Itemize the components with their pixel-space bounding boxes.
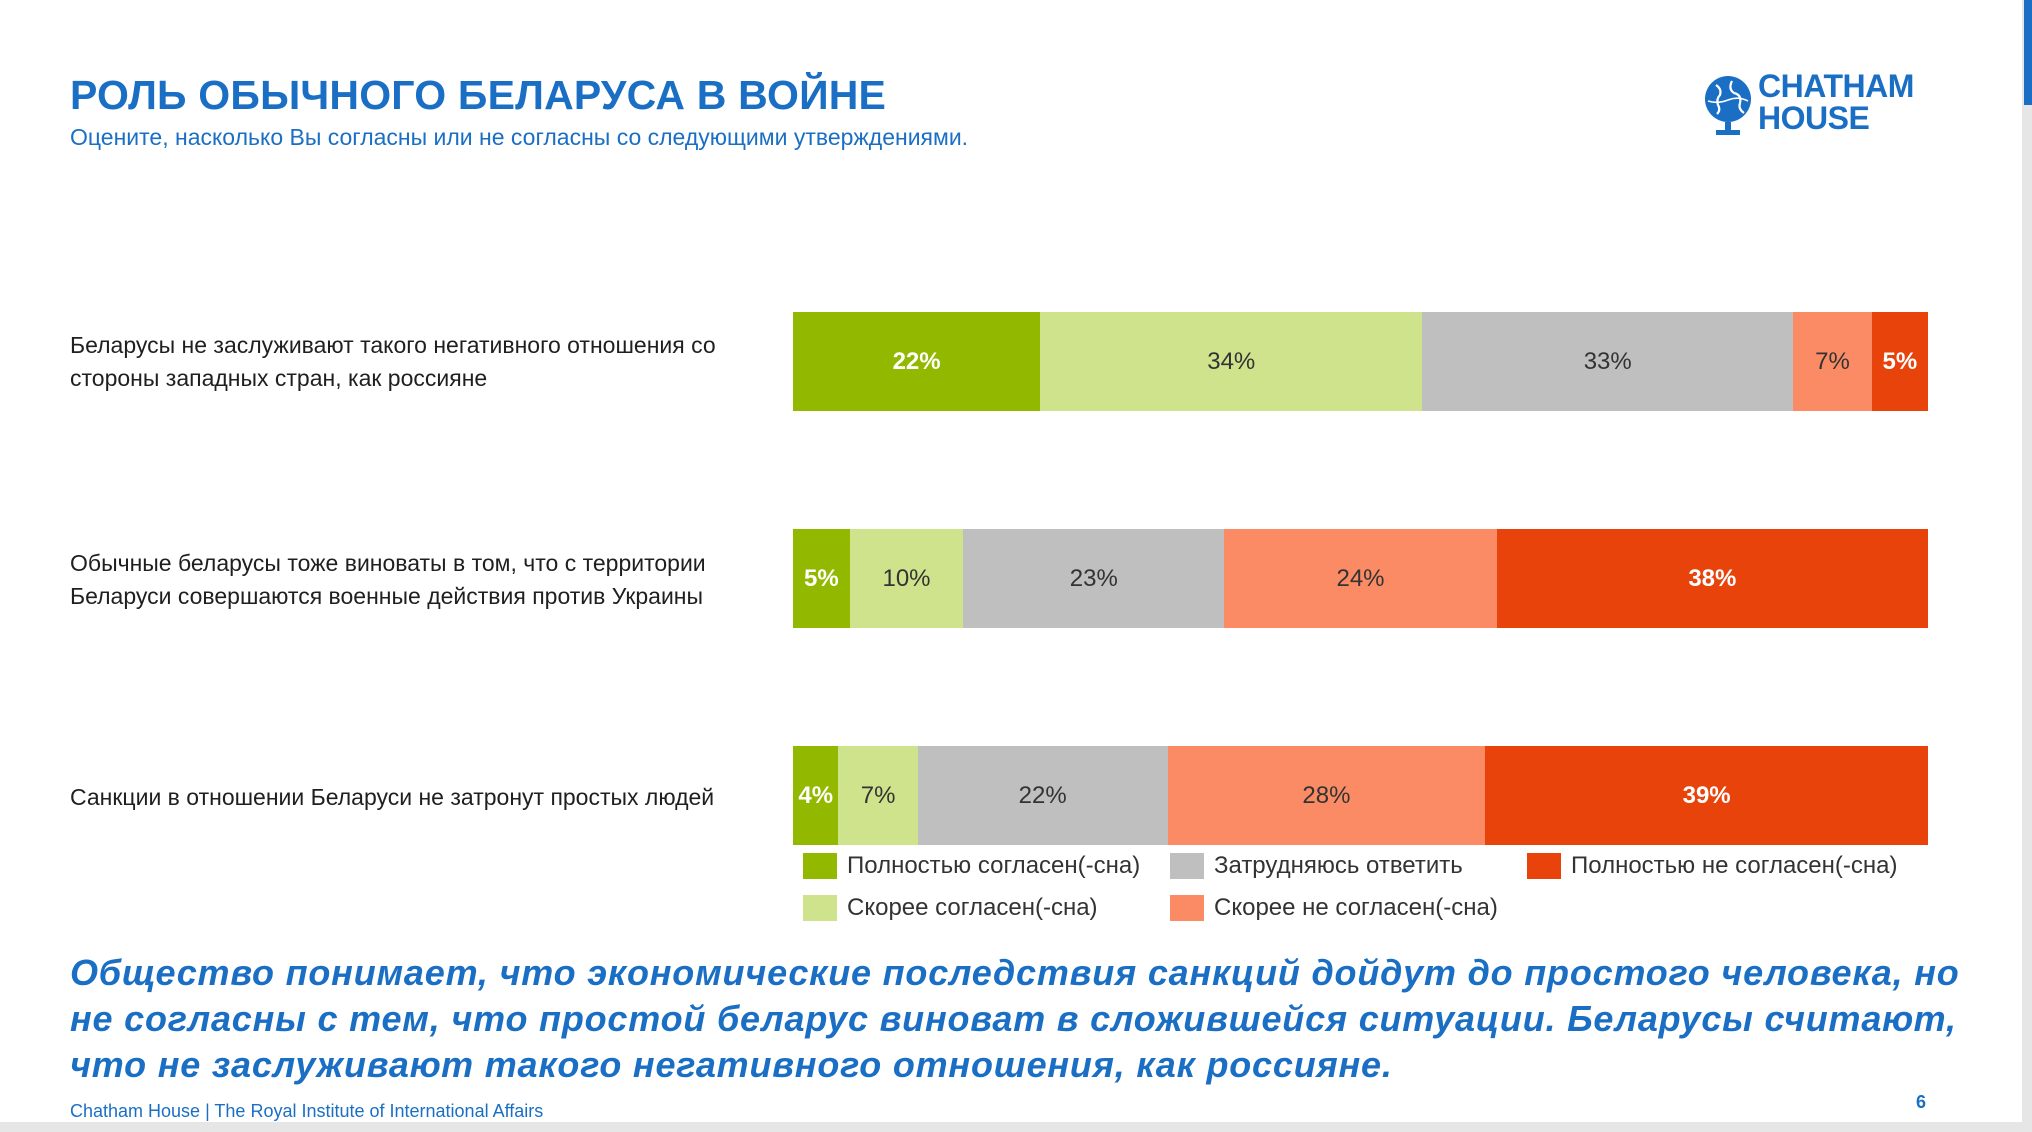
bar-segment-row1-series5: 5% (1871, 312, 1928, 411)
scrollbar-thumb (2024, 0, 2032, 105)
bar-segment-row3-series3: 22% (917, 746, 1168, 845)
bar-segment-row2-series4: 24% (1224, 529, 1497, 628)
data-label: 22% (892, 347, 941, 375)
category-label-1: Беларусы не заслуживают такого негативно… (70, 332, 716, 391)
legend-swatch (803, 895, 837, 921)
data-label: 10% (882, 564, 931, 592)
chatham-house-logo: CHATHAM HOUSE (1702, 70, 1932, 142)
page-title: РОЛЬ ОБЫЧНОГО БЕЛАРУСА В ВОЙНЕ (70, 72, 887, 118)
category-label-3: Санкции в отношении Беларуси не затронут… (70, 784, 715, 810)
legend-item-hard-to-say: Затрудняюсь ответить (1170, 852, 1463, 880)
stacked-bar-2: 5% 10% 23% 24% 38% (793, 529, 1928, 628)
legend-swatch (1170, 853, 1204, 879)
data-label: 34% (1207, 347, 1256, 375)
data-label: 22% (1018, 781, 1067, 809)
legend-swatch (803, 853, 837, 879)
data-label: 7% (860, 781, 896, 809)
stacked-bar-1: 22% 34% 33% 7% 5% (793, 312, 1928, 411)
globe-icon (1705, 76, 1751, 135)
bar-segment-row3-series5: 39% (1485, 746, 1928, 845)
bar-segment-row2-series5: 38% (1496, 529, 1928, 628)
bar-segment-row2-series1: 5% (793, 529, 850, 628)
bar-segment-row1-series4: 7% (1793, 312, 1872, 411)
legend-item-rather-agree: Скорее согласен(-сна) (803, 894, 1098, 922)
chart-legend: Полностью согласен(-сна) Затрудняюсь отв… (803, 852, 1933, 932)
conclusion-text: Общество понимает, что экономические пос… (70, 952, 1960, 1085)
legend-swatch (1170, 895, 1204, 921)
data-label: 5% (804, 564, 839, 592)
logo-line-2: HOUSE (1758, 100, 1870, 136)
data-label: 5% (1882, 347, 1918, 375)
page-number: 6 (1916, 1092, 1927, 1112)
data-label: 28% (1302, 781, 1351, 809)
legend-label: Скорее не согласен(-сна) (1214, 894, 1498, 921)
legend-item-rather-disagree: Скорее не согласен(-сна) (1170, 894, 1498, 922)
data-label: 24% (1336, 564, 1385, 592)
bar-segment-row3-series4: 28% (1167, 746, 1486, 845)
legend-label: Скорее согласен(-сна) (847, 894, 1098, 921)
legend-label: Полностью не согласен(-сна) (1571, 852, 1898, 879)
data-label: 33% (1583, 347, 1632, 375)
footer-text: Chatham House | The Royal Institute of I… (70, 1101, 544, 1121)
category-label-2: Обычные беларусы тоже виноваты в том, чт… (70, 550, 706, 609)
legend-item-fully-disagree: Полностью не согласен(-сна) (1527, 852, 1897, 880)
stacked-bar-3: 4% 7% 22% 28% 39% (793, 746, 1928, 845)
data-label: 4% (798, 781, 834, 809)
scrollbar-strip (2022, 0, 2032, 1132)
logo-wordmark: CHATHAM HOUSE (1758, 70, 1914, 134)
bar-segment-row1-series1: 22% (793, 312, 1041, 411)
bar-segment-row3-series2: 7% (838, 746, 918, 845)
data-label: 23% (1069, 564, 1118, 592)
bar-segment-row1-series2: 34% (1040, 312, 1423, 411)
legend-swatch (1527, 853, 1561, 879)
legend-label: Затрудняюсь ответить (1214, 852, 1463, 879)
bar-segment-row2-series2: 10% (849, 529, 964, 628)
data-label: 39% (1682, 781, 1731, 809)
data-label: 38% (1688, 564, 1737, 592)
page-subtitle: Оцените, насколько Вы согласны или не со… (70, 124, 969, 150)
bottom-border (0, 1122, 2022, 1132)
bar-segment-row2-series3: 23% (963, 529, 1225, 628)
logo-line-1: CHATHAM (1758, 68, 1914, 104)
bar-segment-row1-series3: 33% (1422, 312, 1794, 411)
legend-label: Полностью согласен(-сна) (847, 852, 1141, 879)
data-label: 7% (1815, 347, 1850, 375)
bar-segment-row3-series1: 4% (793, 746, 839, 845)
legend-item-fully-agree: Полностью согласен(-сна) (803, 852, 1140, 880)
